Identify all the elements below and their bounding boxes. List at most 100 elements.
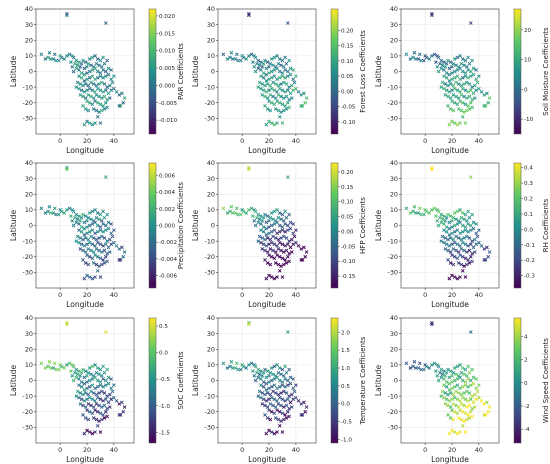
scatter-point bbox=[268, 402, 273, 406]
scatter-point bbox=[103, 175, 108, 179]
scatter-point bbox=[280, 228, 285, 233]
scatter-point bbox=[52, 206, 57, 211]
scatter-point bbox=[280, 380, 285, 384]
scatter-point bbox=[82, 226, 87, 231]
x-tick-label: 40 bbox=[292, 137, 300, 145]
scatter-point bbox=[452, 121, 457, 125]
scatter-point bbox=[97, 217, 101, 222]
scatter-point bbox=[463, 121, 468, 125]
scatter-point bbox=[285, 88, 290, 93]
scatter-point bbox=[97, 248, 101, 253]
scatter-point bbox=[253, 69, 258, 74]
scatter-point bbox=[459, 237, 464, 242]
scatter-point bbox=[477, 74, 481, 79]
scatter-point bbox=[450, 71, 454, 75]
scatter-point bbox=[112, 74, 116, 79]
scatter-point bbox=[95, 240, 100, 245]
scatter-point bbox=[462, 391, 466, 395]
scatter-point bbox=[485, 400, 489, 405]
scatter-point bbox=[416, 211, 421, 215]
scatter-point bbox=[287, 259, 291, 264]
scatter-point bbox=[265, 107, 270, 111]
scatter-point bbox=[482, 402, 487, 406]
scatter-point bbox=[39, 361, 44, 366]
scatter-point bbox=[221, 52, 226, 57]
scatter-point bbox=[292, 80, 297, 85]
scatter-point bbox=[471, 381, 476, 386]
scatter-point bbox=[48, 211, 53, 215]
scatter-point bbox=[464, 108, 469, 113]
scatter-point bbox=[85, 397, 89, 402]
scatter-point bbox=[87, 223, 92, 228]
scatter-point bbox=[79, 242, 84, 247]
scatter-point bbox=[259, 74, 263, 79]
scatter-point bbox=[252, 218, 257, 223]
scatter-point bbox=[81, 237, 85, 242]
x-tick-label: 40 bbox=[110, 137, 118, 145]
colorbar bbox=[513, 317, 522, 444]
scatter-point bbox=[460, 69, 465, 74]
scatter-point bbox=[462, 264, 466, 268]
y-axis-title: Latitude bbox=[9, 56, 18, 88]
scatter-point bbox=[287, 97, 291, 102]
scatter-point bbox=[112, 395, 116, 400]
x-tick-label: 0 bbox=[240, 446, 244, 454]
scatter-point bbox=[46, 55, 50, 60]
scatter-point bbox=[259, 383, 263, 388]
scatter-point bbox=[81, 212, 85, 217]
scatter-point bbox=[97, 94, 101, 99]
scatter-point bbox=[62, 57, 67, 61]
colorbar-tick-label: -0.5 bbox=[159, 377, 170, 383]
scatter-point bbox=[427, 211, 432, 215]
scatter-point bbox=[419, 212, 423, 217]
scatter-point bbox=[458, 54, 462, 58]
scatter-point bbox=[284, 403, 289, 408]
colorbar bbox=[148, 8, 157, 135]
scatter-point bbox=[259, 369, 263, 373]
scatter-point bbox=[470, 239, 474, 243]
scatter-point bbox=[122, 405, 127, 409]
scatter-point bbox=[450, 380, 454, 384]
scatter-point bbox=[265, 82, 270, 86]
scatter-point bbox=[285, 254, 290, 259]
scatter-point bbox=[442, 74, 446, 79]
scatter-point bbox=[450, 373, 454, 378]
scatter-point bbox=[261, 88, 266, 93]
scatter-point bbox=[443, 236, 448, 240]
scatter-point bbox=[264, 233, 269, 237]
scatter-point bbox=[468, 383, 473, 388]
panel-soc: 0 20 40 -30 -20 -10 0 10 20 30 40 Longitude Latitude… bbox=[9, 314, 185, 464]
scatter-point bbox=[65, 167, 69, 172]
scatter-point bbox=[98, 256, 103, 261]
scatter-point bbox=[277, 378, 282, 383]
scatter-point bbox=[277, 409, 282, 414]
scatter-point bbox=[260, 391, 265, 395]
scatter-point bbox=[256, 394, 261, 398]
scatter-point bbox=[82, 66, 87, 71]
scatter-point bbox=[98, 88, 103, 93]
scatter-point bbox=[90, 88, 95, 93]
scatter-point bbox=[70, 218, 75, 223]
scatter-point bbox=[275, 408, 279, 413]
scatter-point bbox=[451, 392, 456, 397]
y-axis-title: Latitude bbox=[191, 56, 200, 88]
colorbar-tick-label: -0.005 bbox=[159, 101, 177, 107]
scatter-point bbox=[240, 363, 244, 367]
colorbar-tick-label: 0.5 bbox=[341, 384, 350, 390]
scatter-point bbox=[423, 208, 427, 212]
scatter-point bbox=[470, 105, 474, 110]
scatter-point bbox=[95, 69, 100, 74]
scatter-point bbox=[93, 375, 97, 380]
scatter-point bbox=[81, 258, 85, 262]
y-tick-label: -30 bbox=[23, 269, 33, 277]
scatter-point bbox=[272, 411, 277, 416]
scatter-point bbox=[98, 212, 103, 217]
scatter-point bbox=[411, 55, 415, 60]
scatter-point bbox=[272, 377, 277, 381]
scatter-point bbox=[99, 234, 104, 239]
scatter-point bbox=[411, 209, 415, 214]
scatter-point bbox=[290, 392, 294, 397]
y-tick-label: -30 bbox=[205, 115, 215, 123]
scatter-point bbox=[470, 212, 474, 217]
scatter-point bbox=[455, 256, 460, 261]
